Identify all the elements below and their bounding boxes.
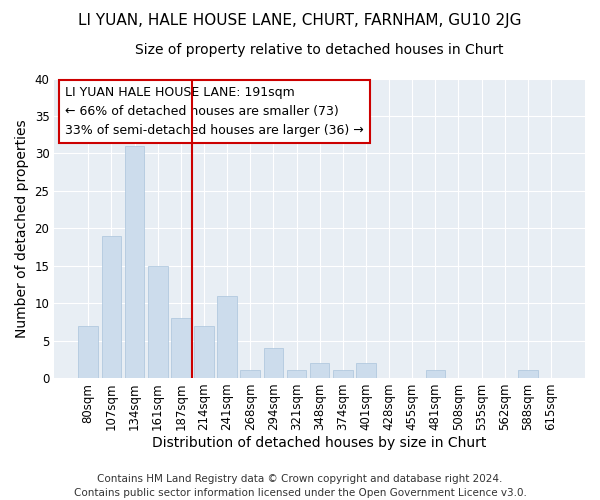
- Bar: [333, 370, 353, 378]
- Y-axis label: Number of detached properties: Number of detached properties: [15, 119, 29, 338]
- Bar: [241, 370, 260, 378]
- Bar: [148, 266, 167, 378]
- Bar: [356, 363, 376, 378]
- Bar: [310, 363, 329, 378]
- Text: LI YUAN HALE HOUSE LANE: 191sqm
← 66% of detached houses are smaller (73)
33% of: LI YUAN HALE HOUSE LANE: 191sqm ← 66% of…: [65, 86, 364, 137]
- Bar: [287, 370, 307, 378]
- Bar: [425, 370, 445, 378]
- Text: LI YUAN, HALE HOUSE LANE, CHURT, FARNHAM, GU10 2JG: LI YUAN, HALE HOUSE LANE, CHURT, FARNHAM…: [78, 12, 522, 28]
- Bar: [79, 326, 98, 378]
- Bar: [194, 326, 214, 378]
- Text: Contains HM Land Registry data © Crown copyright and database right 2024.
Contai: Contains HM Land Registry data © Crown c…: [74, 474, 526, 498]
- Bar: [263, 348, 283, 378]
- Bar: [125, 146, 145, 378]
- Bar: [171, 318, 191, 378]
- X-axis label: Distribution of detached houses by size in Churt: Distribution of detached houses by size …: [152, 436, 487, 450]
- Bar: [101, 236, 121, 378]
- Title: Size of property relative to detached houses in Churt: Size of property relative to detached ho…: [136, 42, 504, 56]
- Bar: [217, 296, 237, 378]
- Bar: [518, 370, 538, 378]
